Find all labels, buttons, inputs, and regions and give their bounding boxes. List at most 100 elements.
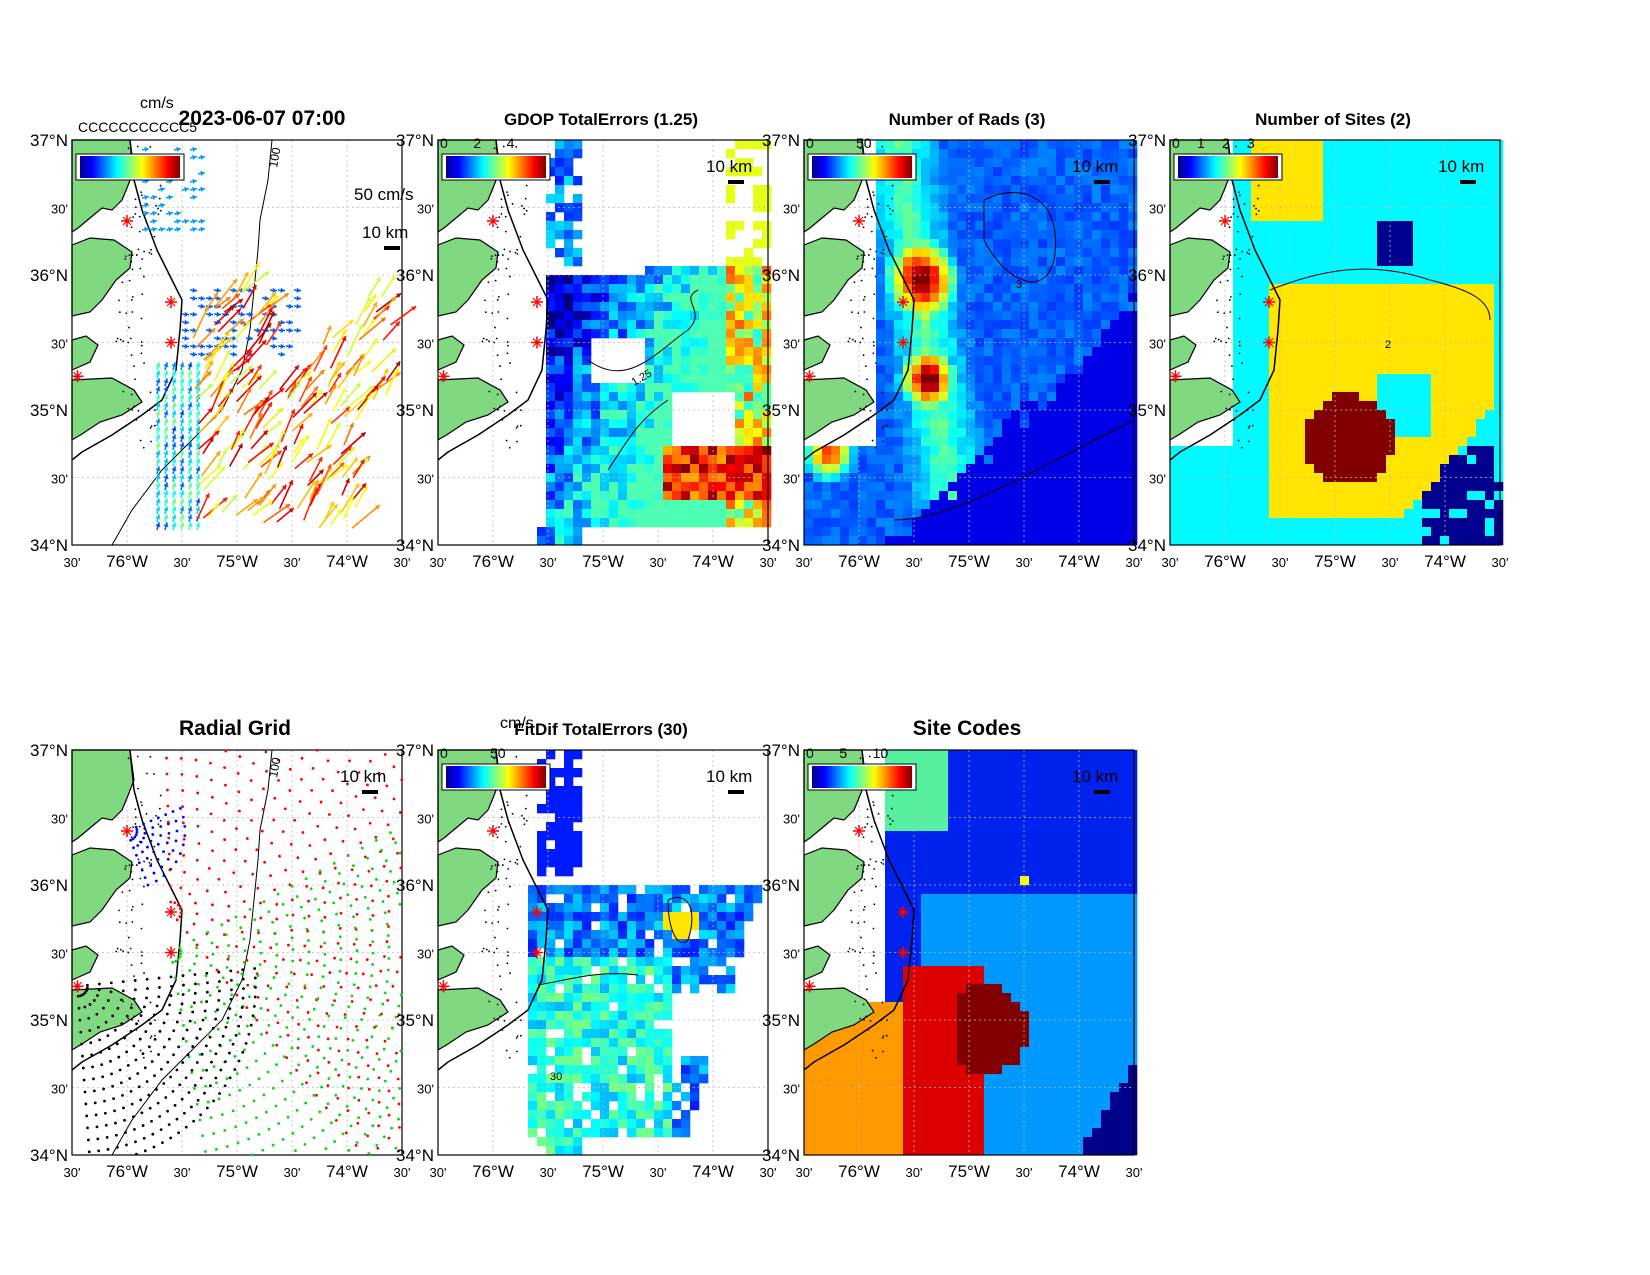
radial-grid-point xyxy=(363,855,367,859)
coastal-dot xyxy=(140,804,143,807)
heatmap-cell xyxy=(726,221,736,231)
radial-grid-point xyxy=(149,819,153,823)
heatmap-cell xyxy=(1242,491,1252,501)
heatmap-cell xyxy=(1038,383,1048,393)
current-vector xyxy=(155,378,161,387)
radial-grid-point xyxy=(131,837,135,841)
heatmap-cell xyxy=(876,320,886,330)
radial-grid-point xyxy=(240,972,244,976)
heatmap-cell xyxy=(903,410,913,420)
current-vector xyxy=(173,146,182,152)
heatmap-cell xyxy=(1029,194,1039,204)
heatmap-cell xyxy=(1074,284,1084,294)
radial-grid-point xyxy=(325,1106,328,1110)
heatmap-cell xyxy=(1002,347,1012,357)
coastal-dot xyxy=(136,755,139,758)
radial-grid-point xyxy=(152,871,156,875)
heatmap-cell xyxy=(1323,482,1333,492)
heatmap-cell xyxy=(1422,248,1432,258)
heatmap-cell xyxy=(1260,428,1270,438)
current-vector xyxy=(155,514,161,523)
heatmap-cell xyxy=(663,329,673,339)
heatmap-cell xyxy=(591,284,601,294)
heatmap-cell xyxy=(1296,293,1306,303)
heatmap-cell xyxy=(564,284,574,294)
heatmap-cell xyxy=(1332,464,1342,474)
heatmap-cell xyxy=(1119,311,1129,321)
current-vector xyxy=(173,210,182,216)
radial-grid-point xyxy=(195,775,199,778)
heatmap-cell xyxy=(858,455,868,465)
heatmap-cell xyxy=(1350,455,1360,465)
heatmap-cell xyxy=(1056,302,1066,312)
heatmap-cell xyxy=(690,365,700,375)
heatmap-cell xyxy=(1251,365,1261,375)
heatmap-cell xyxy=(573,500,583,510)
heatmap-cell xyxy=(858,491,868,501)
heatmap-cell xyxy=(1065,509,1075,519)
heatmap-cell xyxy=(975,149,985,159)
radial-grid-point xyxy=(179,886,183,890)
current-vector xyxy=(252,499,274,517)
heatmap-cell xyxy=(546,293,556,303)
radial-grid-point xyxy=(386,823,390,827)
heatmap-cell xyxy=(948,527,958,537)
radial-grid-point xyxy=(245,958,249,962)
heatmap-cell xyxy=(735,500,745,510)
heatmap-cell xyxy=(1065,221,1075,231)
heatmap-cell xyxy=(939,149,949,159)
heatmap-cell xyxy=(1119,392,1129,402)
radial-grid-point xyxy=(223,766,226,770)
y-tick-label: 36°N xyxy=(30,266,68,285)
heatmap-cell xyxy=(948,140,958,150)
heatmap-cell xyxy=(1341,347,1351,357)
current-vector xyxy=(197,351,206,357)
heatmap-cell xyxy=(1341,464,1351,474)
coastal-dot xyxy=(1256,197,1259,200)
radial-grid-point xyxy=(168,868,172,872)
radial-grid-point xyxy=(236,772,240,775)
heatmap-cell xyxy=(555,455,565,465)
heatmap-cell xyxy=(1377,329,1387,339)
heatmap-cell xyxy=(1083,140,1093,150)
heatmap-cell xyxy=(1431,536,1441,546)
heatmap-cell xyxy=(1377,266,1387,276)
heatmap-cell xyxy=(1029,518,1039,528)
heatmap-cell xyxy=(1128,185,1138,195)
radial-grid-point xyxy=(323,901,327,904)
heatmap-cell xyxy=(903,383,913,393)
heatmap-cell xyxy=(822,446,832,456)
current-vector xyxy=(179,474,185,483)
heatmap-cell xyxy=(939,338,949,348)
current-vector xyxy=(213,287,222,293)
heatmap-cell xyxy=(1020,167,1030,177)
radial-grid-point xyxy=(333,999,336,1003)
heatmap-cell xyxy=(912,149,922,159)
radial-grid-point xyxy=(256,995,260,999)
heatmap-cell xyxy=(912,500,922,510)
heatmap-cell xyxy=(939,311,949,321)
current-vector xyxy=(230,430,241,450)
heatmap-cell xyxy=(717,365,727,375)
coastal-dot xyxy=(143,362,145,364)
heatmap-cell xyxy=(1110,437,1120,447)
heatmap-cell xyxy=(546,167,556,177)
heatmap-cell xyxy=(1269,293,1279,303)
heatmap-cell xyxy=(1269,383,1279,393)
heatmap-cell xyxy=(1065,329,1075,339)
heatmap-cell xyxy=(636,383,646,393)
heatmap-cell xyxy=(1056,275,1066,285)
heatmap-cell xyxy=(1404,293,1414,303)
heatmap-cell xyxy=(1395,284,1405,294)
heatmap-cell xyxy=(600,410,610,420)
coastal-dot xyxy=(854,340,857,343)
heatmap-cell xyxy=(1431,194,1441,204)
coastal-dot xyxy=(118,909,120,912)
heatmap-cell xyxy=(582,392,592,402)
current-vector xyxy=(179,370,185,379)
heatmap-cell xyxy=(903,392,913,402)
heatmap-cell xyxy=(984,338,994,348)
heatmap-cell xyxy=(1110,518,1120,528)
heatmap-cell xyxy=(627,275,637,285)
radial-grid-point xyxy=(151,826,155,829)
